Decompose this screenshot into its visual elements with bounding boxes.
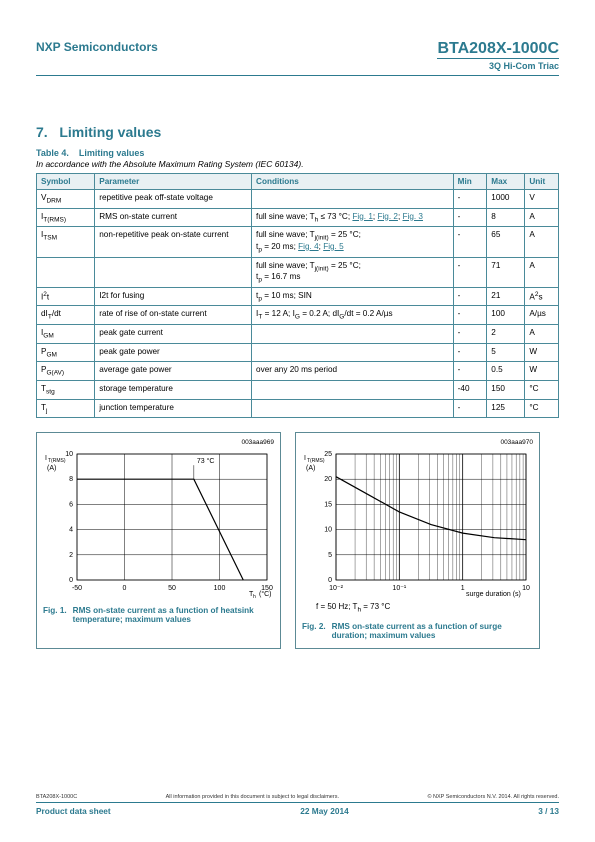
table-row: ITSMnon-repetitive peak on-state current… — [37, 227, 559, 257]
footer-copyright: © NXP Semiconductors N.V. 2014. All righ… — [427, 794, 559, 800]
figure-1-caption: Fig. 1. RMS on-state current as a functi… — [43, 606, 274, 624]
table-row: IT(RMS)RMS on-state currentfull sine wav… — [37, 208, 559, 227]
svg-text:T(RMS): T(RMS) — [307, 458, 325, 464]
table-row: dIT/dtrate of rise of on-state currentIT… — [37, 306, 559, 325]
subtitle: 3Q Hi-Com Triac — [437, 61, 559, 71]
th-symbol: Symbol — [37, 174, 95, 190]
svg-text:10: 10 — [522, 585, 530, 592]
svg-text:10: 10 — [324, 527, 332, 534]
th-max: Max — [487, 174, 525, 190]
svg-text:(A): (A) — [306, 465, 315, 472]
svg-text:surge duration (s): surge duration (s) — [466, 591, 521, 598]
svg-text:-50: -50 — [72, 585, 82, 592]
part-number: BTA208X-1000C — [437, 40, 559, 58]
svg-text:0: 0 — [328, 577, 332, 584]
table-row: VDRMrepetitive peak off-state voltage-10… — [37, 190, 559, 209]
table-row: full sine wave; Tj(init) = 25 °C;tp = 16… — [37, 257, 559, 287]
page-footer: BTA208X-1000C All information provided i… — [36, 794, 559, 816]
svg-text:2: 2 — [69, 552, 73, 559]
svg-text:10⁻¹: 10⁻¹ — [392, 585, 406, 592]
figure-1-plot: -50050100150024681073 °CTh (°C)IT(RMS)(A… — [43, 448, 273, 598]
svg-text:0: 0 — [123, 585, 127, 592]
svg-text:8: 8 — [69, 477, 73, 484]
svg-text:10⁻²: 10⁻² — [329, 585, 343, 592]
footer-page-num: 3 / 13 — [538, 806, 559, 816]
svg-text:I: I — [45, 455, 47, 462]
svg-text:100: 100 — [214, 585, 226, 592]
th-conditions: Conditions — [252, 174, 454, 190]
svg-text:10: 10 — [65, 451, 73, 458]
svg-text:50: 50 — [168, 585, 176, 592]
figure-2-plot: 10⁻² 10⁻¹ 1 10 0 5 10 15 20 25 surge duration (s) I… — [302, 448, 532, 598]
th-parameter: Parameter — [95, 174, 252, 190]
table-title: Table 4. Limiting values — [36, 148, 559, 158]
table-row: IGMpeak gate current-2A — [37, 325, 559, 344]
company-name: NXP Semiconductors — [36, 40, 158, 54]
svg-text:4: 4 — [69, 527, 73, 534]
svg-text:1: 1 — [461, 585, 465, 592]
figure-2-condition: f = 50 Hz; Th = 73 °C — [316, 602, 533, 614]
th-unit: Unit — [525, 174, 559, 190]
svg-text:5: 5 — [328, 552, 332, 559]
table-compliance-note: In accordance with the Absolute Maximum … — [36, 159, 559, 169]
chart-id: 003aaa969 — [43, 439, 274, 446]
svg-text:6: 6 — [69, 502, 73, 509]
svg-text:0: 0 — [69, 577, 73, 584]
footer-part-small: BTA208X-1000C — [36, 794, 77, 800]
svg-text:25: 25 — [324, 451, 332, 458]
section-heading: 7. Limiting values — [36, 124, 559, 140]
table-row: I2tI2t for fusingtp = 10 ms; SIN-21A2s — [37, 287, 559, 306]
figure-2-box: 003aaa970 10⁻² 10⁻¹ 1 10 0 5 10 15 20 25 surge dur… — [295, 432, 540, 649]
svg-text:T(RMS): T(RMS) — [48, 458, 66, 464]
svg-text:20: 20 — [324, 477, 332, 484]
figure-2-caption: Fig. 2. RMS on-state current as a functi… — [302, 622, 533, 640]
footer-disclaimer: All information provided in this documen… — [166, 794, 339, 800]
th-min: Min — [453, 174, 487, 190]
svg-text:73 °C: 73 °C — [197, 458, 215, 466]
table-row: Tstgstorage temperature-40150°C — [37, 381, 559, 400]
svg-text:(°C): (°C) — [259, 590, 272, 598]
table-row: Tjjunction temperature-125°C — [37, 399, 559, 418]
footer-doc-type: Product data sheet — [36, 806, 111, 816]
svg-text:h: h — [253, 594, 256, 598]
svg-text:(A): (A) — [47, 465, 56, 472]
footer-date: 22 May 2014 — [300, 806, 348, 816]
svg-text:I: I — [304, 455, 306, 462]
limiting-values-table: Symbol Parameter Conditions Min Max Unit… — [36, 173, 559, 418]
chart-id: 003aaa970 — [302, 439, 533, 446]
table-row: PGMpeak gate power-5W — [37, 343, 559, 362]
table-row: PG(AV)average gate powerover any 20 ms p… — [37, 362, 559, 381]
svg-text:15: 15 — [324, 502, 332, 509]
figure-1-box: 003aaa969 -50050100150024681073 °CTh (°C… — [36, 432, 281, 649]
